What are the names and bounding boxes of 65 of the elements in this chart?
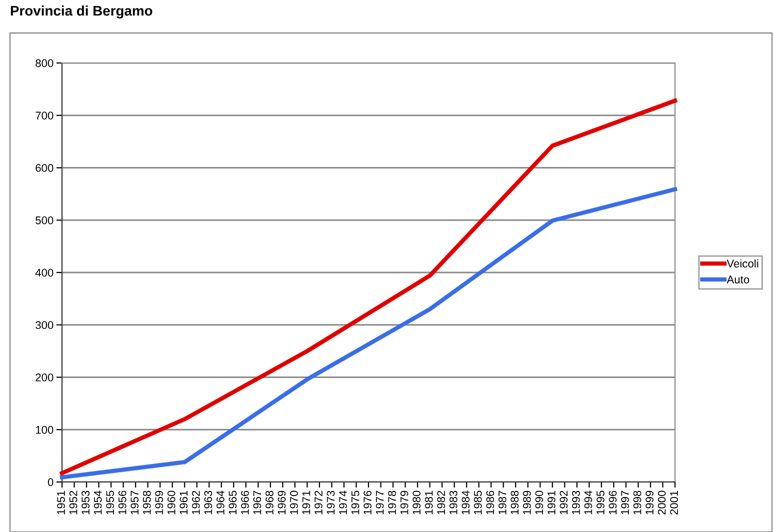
x-tick-label: 1971 [302, 490, 310, 514]
x-tick-label: 1989 [522, 490, 531, 514]
x-tick-label: 1999 [646, 490, 654, 514]
x-tick-label: 1984 [462, 490, 470, 514]
x-tick-label: 1968 [266, 490, 274, 514]
x-tick-label: 1958 [142, 490, 151, 514]
x-tick-label: 1954 [94, 490, 102, 514]
x-tick-label: 1987 [498, 490, 506, 514]
x-tick-label: 1974 [339, 490, 347, 514]
x-tick-label: 1964 [216, 490, 224, 514]
x-tick-label: 1998 [633, 490, 642, 514]
x-tick-label: 1953 [82, 490, 90, 514]
x-tick-label: 2000 [658, 490, 666, 514]
legend-label: Auto [726, 276, 750, 284]
y-tick-label: 700 [36, 112, 54, 120]
x-tick-label: 1965 [228, 490, 237, 514]
chart-title: Provincia di Bergamo [10, 5, 152, 19]
x-tick-label: 1980 [412, 490, 421, 514]
y-tick-label: 400 [35, 268, 54, 277]
x-tick-label: 1993 [572, 490, 580, 514]
x-tick-label: 1990 [535, 490, 544, 514]
y-tick-label: 800 [36, 59, 54, 68]
x-tick-label: 1982 [437, 490, 446, 514]
x-tick-label: 1976 [364, 490, 372, 514]
x-tick-label: 1985 [474, 490, 482, 514]
x-tick-label: 1963 [204, 490, 212, 514]
x-tick-label: 1979 [400, 490, 408, 514]
x-tick-label: 1986 [486, 490, 494, 514]
x-tick-label: 1973 [326, 490, 335, 514]
x-tick-label: 1991 [548, 490, 556, 514]
line-series [60, 98, 678, 476]
x-tick-label: 1966 [241, 490, 249, 514]
y-tick-label: 0 [48, 478, 54, 486]
x-tick-label: 1988 [510, 490, 519, 514]
x-tick-label: 1951 [57, 490, 65, 514]
x-tick-label: 1952 [69, 490, 78, 514]
line-series [60, 187, 678, 480]
x-tick-label: 1967 [253, 490, 262, 514]
x-tick-label: 1970 [290, 490, 298, 514]
x-tick-label: 1997 [621, 490, 629, 514]
y-tick-label: 200 [36, 374, 54, 382]
x-tick-label: 1962 [192, 490, 200, 514]
y-tick-label: 500 [36, 216, 54, 224]
x-tick-label: 1961 [180, 490, 188, 514]
x-tick-label: 1977 [376, 490, 384, 514]
x-tick-label: 1975 [351, 490, 360, 514]
x-tick-label: 1972 [314, 490, 322, 514]
legend-label: Veicoli [726, 259, 758, 268]
x-tick-label: 1996 [608, 490, 617, 514]
y-tick-label: 100 [36, 426, 54, 434]
y-tick-label: 300 [36, 321, 54, 330]
x-tick-label: 1956 [118, 490, 126, 514]
x-tick-label: 1992 [560, 490, 568, 514]
x-tick-label: 1983 [449, 490, 458, 514]
x-tick-label: 1960 [167, 490, 176, 514]
x-tick-label: 1955 [106, 490, 114, 514]
x-tick-label: 1969 [278, 490, 286, 514]
x-tick-label: 1981 [424, 490, 433, 514]
x-tick-label: 1957 [130, 490, 139, 514]
x-tick-label: 1994 [584, 490, 592, 514]
x-tick-label: 1978 [388, 490, 396, 514]
x-tick-label: 1995 [596, 490, 604, 514]
y-tick-label: 600 [36, 164, 54, 172]
x-tick-label: 2001 [670, 490, 678, 514]
x-tick-label: 1959 [155, 490, 164, 514]
